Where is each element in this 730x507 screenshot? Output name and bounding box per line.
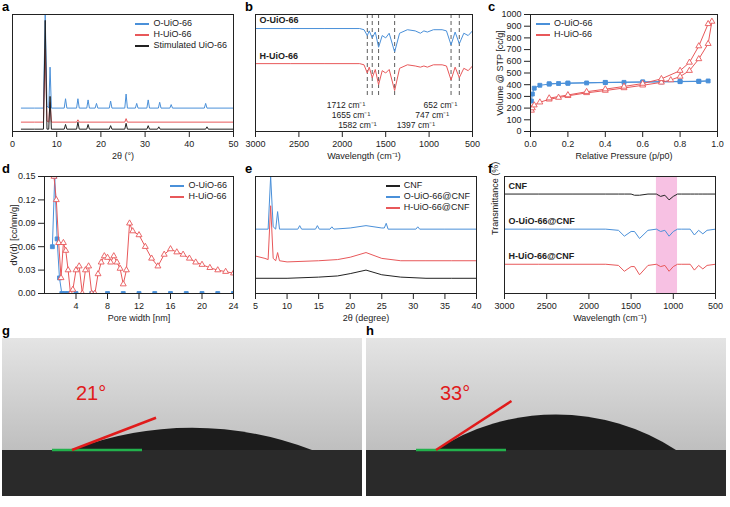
svg-text:0.8: 0.8	[674, 139, 687, 149]
svg-text:40: 40	[184, 139, 194, 149]
svg-text:0.0: 0.0	[524, 139, 537, 149]
svg-text:20: 20	[197, 301, 207, 311]
svg-text:25: 25	[377, 301, 387, 311]
svg-text:600: 600	[506, 56, 521, 66]
svg-text:0: 0	[516, 126, 521, 136]
svg-text:100: 100	[506, 115, 521, 125]
svg-text:3000: 3000	[494, 301, 514, 311]
svg-text:200: 200	[506, 103, 521, 113]
svg-text:0: 0	[10, 139, 15, 149]
svg-text:1000: 1000	[419, 139, 439, 149]
svg-text:Wavelength (cm⁻¹): Wavelength (cm⁻¹)	[327, 151, 401, 161]
svg-text:2500: 2500	[289, 139, 309, 149]
svg-text:0.03: 0.03	[18, 265, 36, 275]
svg-text:33°: 33°	[440, 382, 470, 404]
svg-text:4: 4	[73, 301, 78, 311]
svg-text:0.6: 0.6	[636, 139, 649, 149]
svg-text:16: 16	[165, 301, 175, 311]
svg-text:dV(d) [cc/nm/g]: dV(d) [cc/nm/g]	[9, 204, 19, 265]
svg-text:Wavelength (cm⁻¹): Wavelength (cm⁻¹)	[573, 313, 647, 323]
svg-text:H-UiO-66@CNF: H-UiO-66@CNF	[509, 251, 575, 261]
svg-text:1000: 1000	[501, 9, 521, 19]
svg-text:1655 cm⁻¹: 1655 cm⁻¹	[332, 110, 371, 120]
svg-text:5: 5	[253, 301, 258, 311]
svg-text:0.4: 0.4	[599, 139, 612, 149]
svg-text:12: 12	[134, 301, 144, 311]
svg-text:1500: 1500	[376, 139, 396, 149]
svg-text:10: 10	[282, 301, 292, 311]
svg-text:10: 10	[52, 139, 62, 149]
svg-text:1000: 1000	[663, 301, 683, 311]
svg-text:1582 cm⁻¹: 1582 cm⁻¹	[338, 120, 377, 130]
svg-text:3000: 3000	[245, 139, 265, 149]
svg-text:1.0: 1.0	[711, 139, 724, 149]
svg-text:0.15: 0.15	[18, 171, 36, 181]
svg-text:H-UiO-66: H-UiO-66	[260, 51, 299, 61]
svg-text:2500: 2500	[537, 301, 557, 311]
svg-text:2000: 2000	[579, 301, 599, 311]
svg-text:700: 700	[506, 44, 521, 54]
svg-text:50: 50	[228, 139, 238, 149]
svg-text:900: 900	[506, 21, 521, 31]
svg-text:1397 cm⁻¹: 1397 cm⁻¹	[397, 120, 436, 130]
svg-text:0.06: 0.06	[18, 242, 36, 252]
svg-text:2θ (°): 2θ (°)	[112, 151, 134, 161]
svg-text:15: 15	[314, 301, 324, 311]
svg-text:40: 40	[471, 301, 481, 311]
svg-text:Relative Pressure (p/p0): Relative Pressure (p/p0)	[575, 151, 672, 161]
svg-text:747 cm⁻¹: 747 cm⁻¹	[415, 110, 449, 120]
svg-text:500: 500	[465, 139, 480, 149]
svg-text:35: 35	[440, 301, 450, 311]
svg-text:500: 500	[708, 301, 723, 311]
svg-text:2000: 2000	[332, 139, 352, 149]
svg-text:652 cm⁻¹: 652 cm⁻¹	[424, 100, 458, 110]
svg-text:21°: 21°	[76, 382, 106, 404]
svg-text:24: 24	[228, 301, 238, 311]
svg-text:300: 300	[506, 91, 521, 101]
svg-text:0.12: 0.12	[18, 195, 36, 205]
svg-text:500: 500	[506, 68, 521, 78]
svg-text:0.2: 0.2	[562, 139, 575, 149]
svg-text:Pore width [nm]: Pore width [nm]	[108, 313, 171, 323]
svg-text:1500: 1500	[621, 301, 641, 311]
svg-text:O-UiO-66@CNF: O-UiO-66@CNF	[509, 216, 576, 226]
svg-text:O-UiO-66: O-UiO-66	[260, 15, 299, 25]
svg-text:20: 20	[345, 301, 355, 311]
svg-text:8: 8	[105, 301, 110, 311]
svg-text:CNF: CNF	[509, 181, 528, 191]
svg-text:20: 20	[96, 139, 106, 149]
svg-text:1712 cm⁻¹: 1712 cm⁻¹	[327, 100, 366, 110]
svg-text:400: 400	[506, 80, 521, 90]
svg-text:Volume @ STP [cc/g]: Volume @ STP [cc/g]	[495, 30, 505, 116]
svg-text:2θ (degree): 2θ (degree)	[343, 313, 390, 323]
svg-text:30: 30	[140, 139, 150, 149]
svg-text:30: 30	[408, 301, 418, 311]
svg-text:0.09: 0.09	[18, 218, 36, 228]
svg-text:800: 800	[506, 33, 521, 43]
svg-text:0.00: 0.00	[18, 288, 36, 298]
